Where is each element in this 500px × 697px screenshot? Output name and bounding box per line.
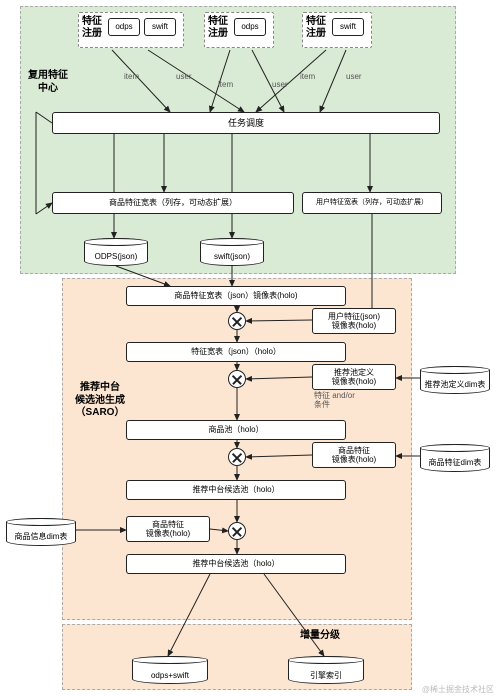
cylinder-node: 商品信息dim表 bbox=[6, 518, 76, 546]
node-box: 用户特征宽表（列存，可动态扩展） bbox=[302, 192, 442, 214]
join-operator bbox=[228, 448, 246, 466]
node-box: 商品特征宽表（列存，可动态扩展） bbox=[52, 192, 294, 214]
node-box: 商品特征宽表（json）镜像表(holo) bbox=[126, 286, 346, 306]
watermark: @稀土掘金技术社区 bbox=[422, 684, 494, 695]
edge-label: item bbox=[124, 72, 139, 81]
node-box: 任务调度 bbox=[52, 112, 440, 134]
edge-label: user bbox=[346, 72, 362, 81]
edge-label: user bbox=[176, 72, 192, 81]
join-operator bbox=[228, 370, 246, 388]
cylinder-node: odps+swift bbox=[132, 656, 208, 684]
node-box: 特征宽表（json）（holo） bbox=[126, 342, 346, 362]
node-box: 商品特征镜像表(holo) bbox=[126, 516, 210, 542]
join-operator bbox=[228, 312, 246, 330]
node-box: 用户特征(json)镜像表(holo) bbox=[312, 308, 396, 334]
edge-label: item bbox=[218, 80, 233, 89]
cylinder-node: 推荐池定义dim表 bbox=[420, 366, 490, 394]
cylinder-node: ODPS(json) bbox=[84, 238, 148, 266]
cylinder-node: swift(json) bbox=[200, 238, 264, 266]
edge-label: item bbox=[300, 72, 315, 81]
cylinder-node: 商品特征dim表 bbox=[420, 444, 490, 472]
join-operator bbox=[228, 522, 246, 540]
node-box: 推荐中台候选池（holo） bbox=[126, 554, 346, 574]
node-box: 推荐池定义镜像表(holo) bbox=[312, 364, 396, 390]
pool-sub-label: 特征 and/or条件 bbox=[314, 392, 355, 410]
node-box: 商品特征镜像表(holo) bbox=[312, 442, 396, 468]
node-box: 推荐中台候选池（holo） bbox=[126, 480, 346, 500]
edge-label: user bbox=[272, 80, 288, 89]
node-box: 商品池（holo） bbox=[126, 420, 346, 440]
cylinder-node: 引擎索引 bbox=[288, 656, 364, 684]
